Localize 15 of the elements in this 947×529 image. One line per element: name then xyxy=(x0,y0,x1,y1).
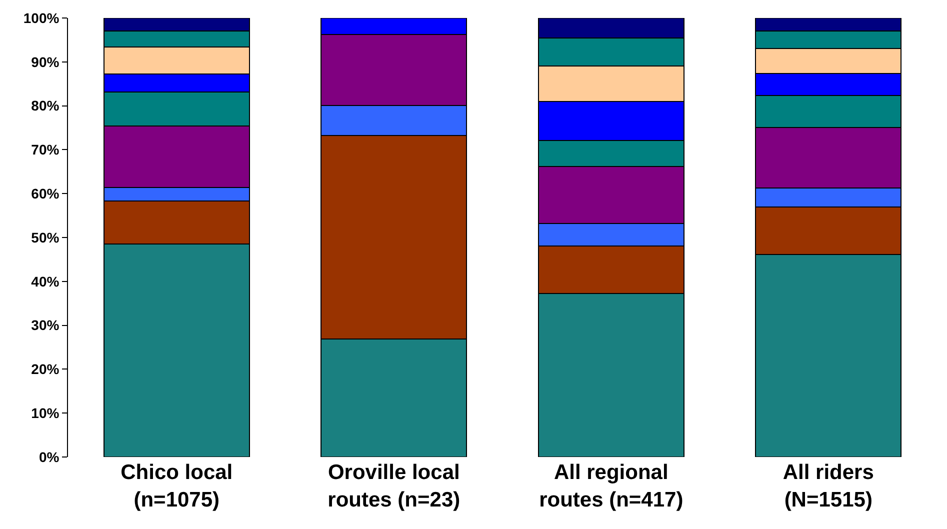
y-tick-label: 40% xyxy=(31,273,60,290)
y-tick-label: 90% xyxy=(31,54,60,70)
y-tick-label: 10% xyxy=(31,405,60,421)
y-tick-label: 30% xyxy=(31,317,60,334)
x-tick-label: All riders (N=1515) xyxy=(782,461,874,512)
y-tick-label: 0% xyxy=(38,448,60,465)
y-tick-label: 70% xyxy=(31,142,60,158)
y-tick-label: 80% xyxy=(31,98,60,114)
y-tick-label: 50% xyxy=(31,229,60,246)
y-tick-label: 100% xyxy=(23,10,60,26)
x-tick-label: All regional routes (n=417) xyxy=(539,461,684,512)
x-tick-label: Chico local (n=1075) xyxy=(120,461,233,512)
y-tick-label: 20% xyxy=(31,361,60,378)
y-tick-label: 60% xyxy=(31,186,60,202)
x-tick-label: Oroville local routes (n=23) xyxy=(328,461,460,512)
